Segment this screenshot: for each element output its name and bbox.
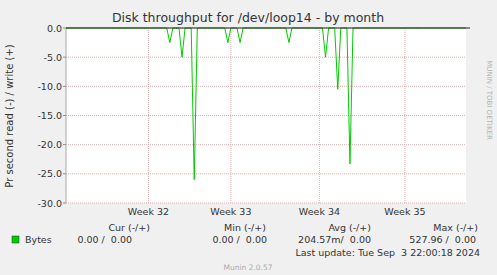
grid-line: [66, 86, 466, 87]
legend-swatch: [12, 236, 19, 243]
last-update: Last update: Tue Sep 3 22:00:18 2024: [295, 247, 480, 258]
y-tick-label: -10.0: [37, 81, 62, 92]
grid-line: [66, 115, 466, 116]
x-axis: [66, 28, 470, 29]
y-tick-label: -20.0: [37, 139, 62, 150]
y-tick-label: -25.0: [37, 168, 62, 179]
plot-area: [66, 28, 466, 203]
grid-line: [148, 28, 149, 203]
grid-line: [66, 57, 466, 58]
background: [0, 0, 497, 275]
stats-value: 204.57m/ 0.00: [298, 234, 371, 245]
legend-label: Bytes: [25, 234, 52, 245]
x-tick-label: Week 35: [384, 206, 425, 217]
grid-line: [66, 173, 466, 174]
chart: Disk throughput for /dev/loop14 - by mon…: [0, 0, 497, 275]
stats-value: 0.00 / 0.00: [212, 234, 267, 245]
y-tick-label: -5.0: [43, 52, 62, 63]
stats-header: Max (-/+): [433, 222, 478, 233]
series-group: [66, 28, 466, 180]
grid-line: [404, 28, 405, 203]
title: Disk throughput for /dev/loop14 - by mon…: [112, 10, 384, 25]
x-tick-label: Week 33: [210, 206, 251, 217]
stats-header: Cur (-/+): [108, 222, 150, 233]
data-line: [66, 28, 466, 180]
y-tick-label: 0.0: [47, 23, 62, 34]
y-tick-label: -30.0: [37, 198, 62, 209]
grid-line: [319, 28, 320, 203]
grid-line: [66, 144, 466, 145]
watermark: MUNIN / TOBI OETIKER: [485, 60, 493, 140]
x-tick-label: Week 32: [128, 206, 169, 217]
stats-header: Avg (-/+): [328, 222, 371, 233]
y-tick-label: -15.0: [37, 110, 62, 121]
grid-line: [66, 203, 466, 204]
stats-header: Min (-/+): [224, 222, 266, 233]
y-axis-label: Pr second read (-) / write (+): [4, 44, 15, 187]
stats-value: 0.00 / 0.00: [77, 234, 132, 245]
x-tick-label: Week 34: [299, 206, 340, 217]
footer: Munin 2.0.57: [223, 263, 272, 272]
y-axis: [66, 28, 67, 203]
stats-value: 527.96 / 0.00: [409, 234, 476, 245]
grid-line: [230, 28, 231, 203]
